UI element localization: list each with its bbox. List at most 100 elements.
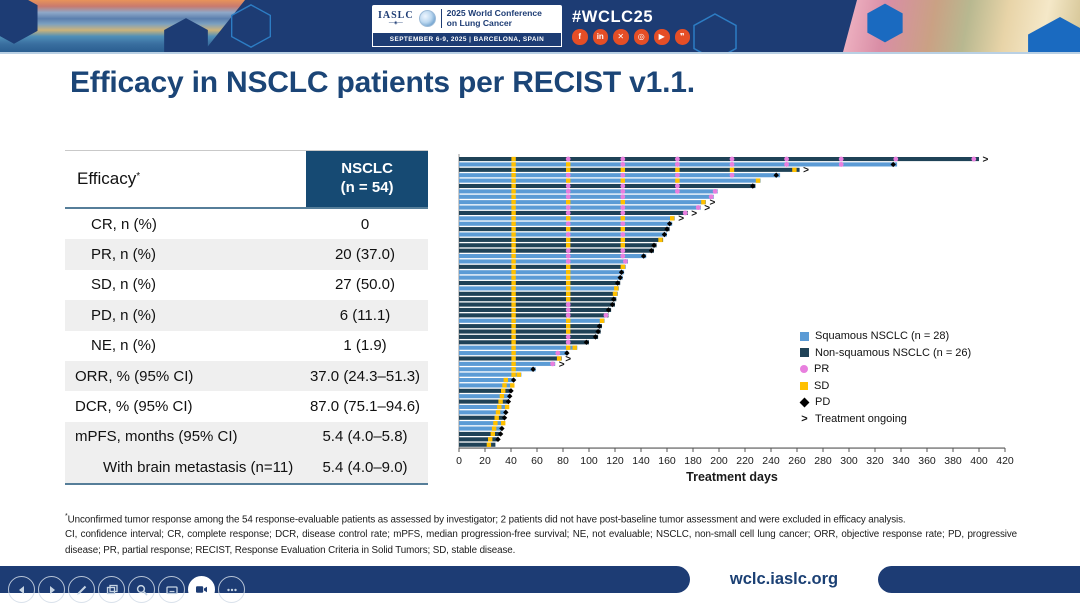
pr-marker (565, 302, 571, 307)
patient-bar (459, 324, 602, 329)
conference-url[interactable]: wclc.iaslc.org (729, 570, 839, 588)
pr-marker (729, 156, 735, 162)
pd-marker (505, 398, 512, 405)
svg-text:340: 340 (892, 455, 910, 467)
camera-button[interactable] (188, 576, 215, 603)
zoom-button[interactable] (128, 576, 155, 603)
sd-marker (511, 167, 516, 173)
patient-bar (459, 302, 615, 307)
table-row: DCR, % (95% CI) 87.0 (75.1–94.6) (65, 391, 428, 421)
sd-marker (488, 437, 493, 442)
patient-bar (459, 345, 578, 350)
legend-label: Squamous NSCLC (n = 28) (815, 330, 950, 343)
patient-bar (459, 340, 589, 345)
sd-marker (566, 162, 571, 167)
row-label: With brain metastasis (n=11) (103, 458, 294, 476)
ongoing-marker: > (559, 359, 565, 370)
patient-bar (459, 183, 756, 189)
legend-label: Non-squamous NSCLC (n = 26) (815, 346, 972, 359)
sd-marker (620, 237, 625, 243)
patient-bar (459, 264, 626, 269)
pd-marker (596, 323, 603, 329)
facebook-icon[interactable]: f (572, 29, 588, 45)
sd-marker (501, 388, 506, 394)
patient-bar (459, 334, 599, 339)
svg-text:160: 160 (658, 455, 676, 467)
sd-marker (612, 291, 618, 296)
pr-marker (712, 188, 718, 194)
patient-bar (459, 248, 654, 253)
legend-swatch-ongoing: > (801, 412, 808, 425)
pr-marker (565, 248, 571, 254)
sd-marker (792, 167, 797, 173)
next-button[interactable] (38, 576, 65, 603)
legend-swatch-pd (799, 397, 810, 408)
pr-marker (620, 253, 626, 259)
patient-bar (459, 329, 601, 334)
slides-button[interactable] (98, 576, 125, 603)
patient-bar (459, 157, 979, 162)
wechat-icon[interactable]: ❞ (674, 29, 690, 45)
sd-marker (566, 291, 571, 296)
svg-text:380: 380 (944, 455, 962, 467)
patient-bar (459, 200, 706, 205)
linkedin-icon[interactable]: in (592, 29, 608, 45)
annotate-button[interactable] (68, 576, 95, 603)
sd-marker (620, 167, 625, 173)
row-value: 37.0 (24.3–51.3) (309, 367, 421, 385)
slides-icon (105, 583, 119, 597)
instagram-icon[interactable]: ◎ (633, 29, 649, 45)
patient-bar (459, 383, 513, 388)
pd-marker (664, 226, 670, 232)
camera-icon (194, 582, 209, 597)
sd-marker (499, 394, 505, 399)
sd-marker (511, 232, 516, 237)
sd-marker (566, 318, 571, 323)
conference-date-banner: SEPTEMBER 6-9, 2025 | BARCELONA, SPAIN (372, 32, 562, 47)
pr-marker (675, 183, 680, 189)
patient-bar (459, 426, 502, 431)
pd-marker (605, 307, 612, 313)
patient-bar (459, 291, 618, 296)
patient-bar (459, 399, 509, 404)
sd-marker (511, 307, 516, 313)
legend-swatch-sd (800, 381, 808, 390)
sd-marker (620, 216, 625, 221)
svg-text:360: 360 (918, 455, 936, 467)
pr-marker (565, 194, 571, 200)
sd-marker (511, 194, 516, 199)
sd-marker (566, 280, 571, 286)
legend-swatch-nsq (800, 348, 809, 358)
pr-marker (565, 307, 571, 313)
sd-marker (675, 178, 680, 183)
previous-button[interactable] (8, 576, 35, 603)
youtube-icon[interactable]: ▶ (654, 29, 670, 45)
legend-swatch-sq (800, 331, 809, 341)
sd-marker (511, 275, 516, 280)
annotate-icon (75, 583, 89, 597)
sd-marker (511, 367, 516, 372)
sd-marker (511, 205, 516, 210)
sd-marker (511, 226, 516, 232)
sd-marker (511, 216, 516, 221)
sd-marker (511, 345, 516, 350)
pd-marker (497, 431, 504, 437)
svg-text:120: 120 (606, 455, 624, 467)
pr-marker (565, 334, 571, 340)
sd-marker (497, 404, 502, 410)
sd-marker (511, 248, 516, 253)
more-button[interactable] (218, 576, 245, 603)
svg-text:0: 0 (456, 455, 462, 467)
x-twitter-icon[interactable]: ✕ (613, 29, 629, 45)
row-value: 0 (360, 215, 370, 233)
divider (440, 9, 442, 28)
sd-marker (566, 167, 571, 173)
svg-text:420: 420 (996, 455, 1014, 467)
patient-bar (459, 356, 562, 361)
hexagon-decoration (867, 3, 903, 43)
svg-text:280: 280 (814, 455, 832, 467)
pr-marker (565, 312, 571, 318)
keyboard-button[interactable] (158, 576, 185, 603)
patient-bar (459, 194, 714, 199)
row-label: DCR, % (95% CI) (75, 398, 193, 416)
